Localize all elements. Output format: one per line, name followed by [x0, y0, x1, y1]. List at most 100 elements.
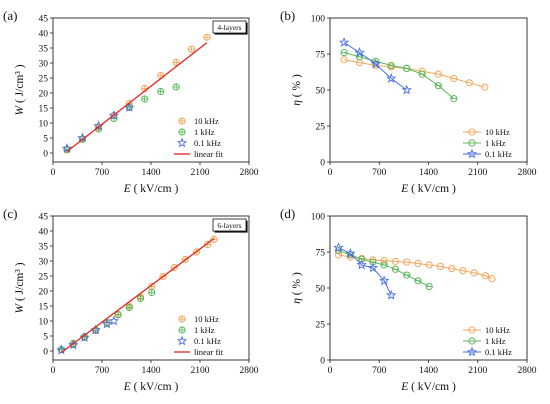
x-tick-label: 2800 [240, 366, 259, 376]
badge-box [212, 20, 247, 34]
y-tick-label: 0 [320, 356, 325, 366]
y-tick-label: 15 [39, 104, 49, 114]
series-3 [61, 237, 215, 354]
legend-label: 1 kHz [194, 325, 215, 335]
legend-swatch-marker [468, 139, 476, 147]
data-point [450, 74, 458, 83]
y-tick-label: 40 [39, 29, 49, 39]
series-2 [338, 37, 412, 95]
x-tick-label: 700 [95, 168, 110, 178]
y-tick-label: 20 [39, 89, 49, 99]
data-point [378, 275, 390, 286]
data-point [470, 269, 478, 277]
y-tick-label: 30 [39, 59, 49, 69]
data-point [358, 255, 366, 263]
series-line [343, 59, 485, 88]
legend-label: 0.1 kHz [485, 347, 512, 357]
y-tick-label: 100 [311, 212, 326, 222]
badge-label: 4-layers [217, 23, 241, 32]
y-tick-label: 25 [39, 272, 49, 282]
data-point [403, 271, 411, 279]
legend-label: 1 kHz [194, 127, 215, 137]
data-point [61, 143, 73, 153]
legend-entry: 0.1 kHz [463, 148, 512, 159]
x-axis-label: E ( kV/cm ) [400, 381, 456, 393]
y-axis-label: η ( % ) [291, 74, 303, 106]
data-point [436, 262, 445, 270]
data-point [459, 267, 467, 275]
data-point [481, 83, 489, 91]
x-tick-label: 2100 [468, 366, 487, 376]
legend-label: 10 kHz [485, 325, 510, 335]
data-point [425, 282, 433, 291]
data-point [157, 87, 165, 96]
y-tick-label: 35 [39, 44, 49, 54]
legend-entry: 10 kHz [178, 314, 219, 324]
data-point [465, 79, 473, 87]
series-2 [333, 242, 397, 300]
legend-label: 10 kHz [194, 116, 219, 126]
y-axis-label: W ( J/cm³ ) [14, 64, 26, 115]
panel-letter: (b) [280, 8, 295, 23]
y-tick-label: 50 [316, 86, 326, 96]
data-point [387, 61, 395, 70]
series-1 [334, 246, 433, 291]
data-point [136, 294, 145, 303]
x-tick-label: 2100 [191, 366, 210, 376]
legend-entry: 1 kHz [178, 325, 215, 335]
data-point [101, 318, 113, 329]
data-point [450, 95, 458, 103]
data-point [386, 73, 397, 83]
y-tick-label: 40 [39, 227, 49, 237]
legend-entry: 1 kHz [463, 336, 506, 346]
data-point [68, 339, 79, 350]
x-tick-label: 0 [51, 366, 56, 376]
data-point [367, 262, 379, 273]
data-point [172, 58, 180, 67]
legend-swatch-marker [468, 326, 476, 334]
fit-line [61, 237, 215, 354]
data-point [141, 95, 149, 103]
x-tick-label: 2800 [518, 366, 537, 376]
legend-entry: 0.1 kHz [176, 137, 221, 148]
x-tick-label: 0 [328, 366, 333, 376]
data-point [401, 84, 412, 95]
data-point [488, 275, 496, 283]
chart-panel-1: 0 700 1400 2100 2800 0 25 50 75 100 (b) E ( kV/cm )… [280, 8, 537, 195]
y-tick-label: 0 [43, 347, 48, 357]
y-tick-label: 50 [316, 284, 326, 294]
y-tick-label: 30 [39, 257, 49, 267]
y-tick-label: 75 [316, 50, 326, 60]
data-point [391, 257, 400, 265]
legend-swatch-marker [178, 315, 186, 323]
x-tick-label: 0 [51, 168, 56, 178]
legend-entry: 1 kHz [178, 127, 215, 137]
legend-entry: linear fit [174, 149, 224, 159]
legend-label: linear fit [194, 149, 224, 159]
legend-entry: 1 kHz [463, 138, 506, 148]
data-point [345, 247, 356, 258]
x-tick-label: 2100 [191, 168, 210, 178]
chart-panel-3: 0 700 1400 2100 2800 0 25 50 75 100 (d) E ( kV/cm )… [280, 206, 537, 393]
data-point [380, 257, 388, 265]
y-tick-label: 5 [43, 134, 48, 144]
y-tick-label: 0 [43, 149, 48, 159]
legend-label: 10 kHz [194, 314, 219, 324]
legend-entry: 10 kHz [463, 325, 510, 335]
legend-swatch-marker [466, 148, 478, 159]
data-point [434, 70, 442, 78]
series-3 [66, 42, 208, 153]
data-point [434, 82, 442, 90]
data-point [369, 258, 377, 266]
x-tick-label: 1400 [419, 366, 438, 376]
y-tick-label: 15 [39, 302, 49, 312]
badge-label: 6-layers [217, 221, 241, 230]
x-tick-label: 0 [328, 168, 333, 178]
legend-swatch-marker [176, 335, 188, 346]
data-point [188, 45, 196, 53]
data-point [414, 259, 422, 268]
data-point [448, 264, 456, 273]
data-point [108, 110, 120, 120]
series-1 [63, 83, 180, 153]
